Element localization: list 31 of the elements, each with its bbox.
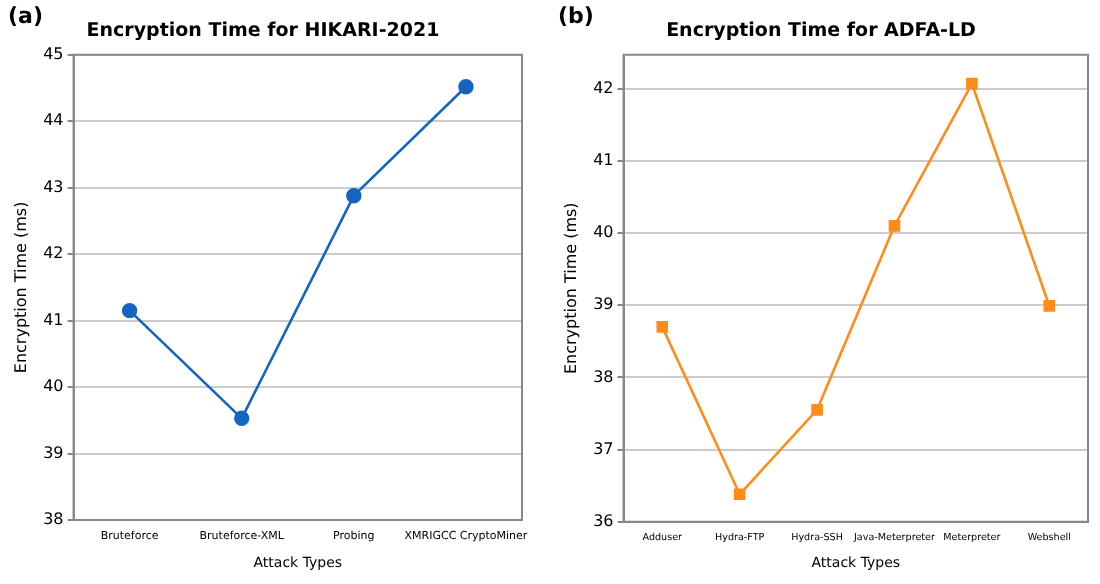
text: (b) xyxy=(558,2,594,29)
y-tick-label: 38 xyxy=(593,367,614,386)
y-tick-label: 43 xyxy=(43,177,64,196)
point xyxy=(966,77,978,90)
text: (a) xyxy=(8,2,43,29)
point xyxy=(1043,300,1056,312)
y-tick-label: 44 xyxy=(43,111,64,130)
point xyxy=(811,404,823,416)
y-tick-label: 39 xyxy=(43,443,64,462)
y-tick-label: 40 xyxy=(43,377,64,396)
y-tick-label: 41 xyxy=(593,151,614,170)
y-tick-label: 40 xyxy=(593,223,614,242)
point xyxy=(888,220,901,232)
y-tick-label: 37 xyxy=(593,439,614,458)
y-tick-label: 45 xyxy=(43,44,64,63)
chart-title: Encryption Time for ADFA-LD xyxy=(666,20,977,43)
y-tick-label: 38 xyxy=(43,510,64,529)
y-axis-title: Encryption Time (ms) xyxy=(561,202,580,375)
y-tick-label: 42 xyxy=(43,244,64,263)
point xyxy=(458,79,474,95)
chart-title: Encryption Time for HIKARI-2021 xyxy=(86,20,440,43)
y-tick-label: 39 xyxy=(593,295,614,314)
y-axis-title: Encryption Time (ms) xyxy=(11,201,30,374)
point xyxy=(234,410,250,427)
y-tick-label: 41 xyxy=(43,310,64,329)
point xyxy=(346,187,362,204)
y-tick-label: 42 xyxy=(593,78,614,97)
y-tick-label: 36 xyxy=(593,511,614,530)
point xyxy=(733,488,746,501)
point xyxy=(656,321,669,333)
point xyxy=(121,302,138,319)
